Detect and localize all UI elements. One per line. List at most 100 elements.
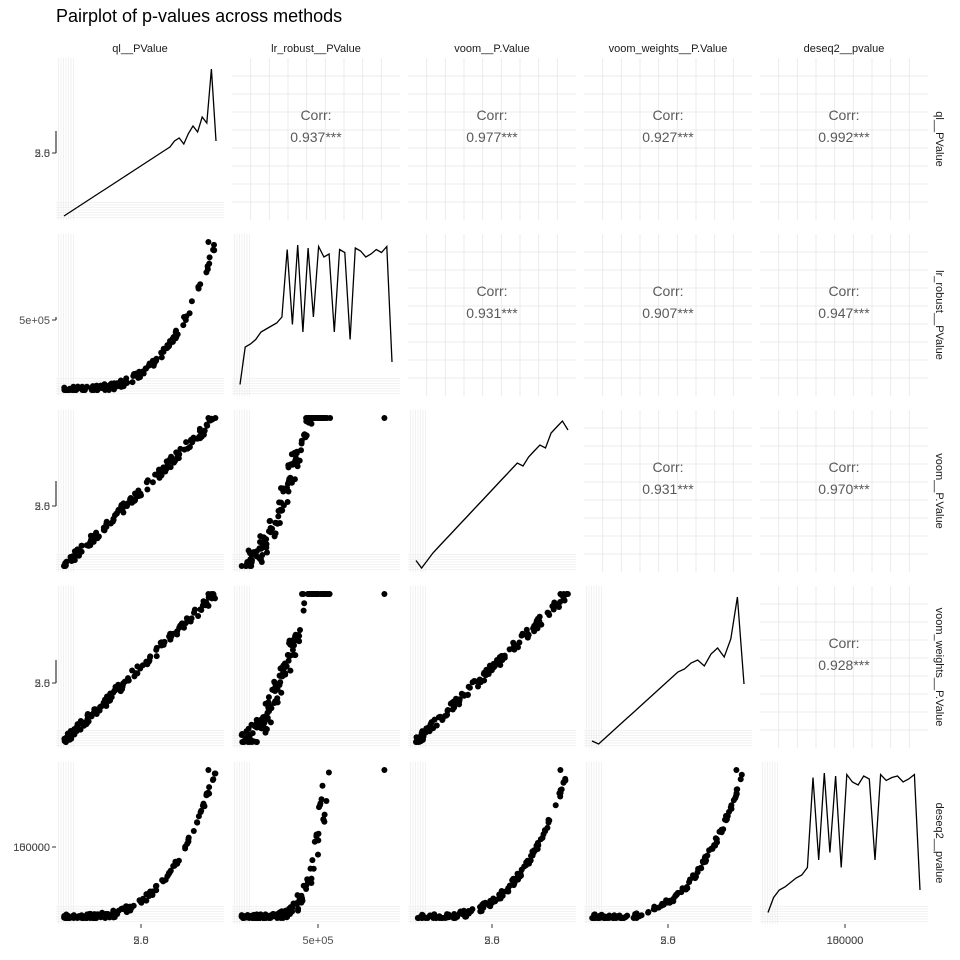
scatter-point [259,544,266,551]
scatter-point [109,518,116,525]
scatter-point [246,563,253,569]
scatter-point [284,910,291,917]
corr-label: Corr: [476,283,507,299]
scatter-point [528,852,534,859]
scatter-point [610,915,617,921]
scatter-point [271,678,278,685]
scatter-point [327,415,334,421]
scatter-point [259,538,266,545]
scatter-point [198,607,205,613]
scatter-point [552,802,559,809]
scatter-point [248,552,255,559]
scatter-point [603,913,610,920]
scatter-point [326,591,333,597]
scatter-point [158,354,165,361]
scatter-point [90,538,97,545]
scatter-point [304,876,311,883]
scatter-point [293,455,299,462]
panel-bg [56,762,224,924]
scatter-point [292,652,299,659]
scatter-point [144,486,151,493]
scatter-point [265,699,272,706]
scatter-point [121,678,128,685]
scatter-point [275,513,282,520]
scatter-point [321,415,328,421]
scatter-point [153,887,160,894]
corr-value: 0.937*** [290,129,342,145]
scatter-point [315,851,321,858]
scatter-point [123,380,130,386]
scatter-point [83,718,90,725]
y-tick-label: 2.5 [35,678,50,690]
panel-bg [408,410,576,572]
scatter-point [319,782,326,789]
scatter-point [87,910,94,917]
density-curve [415,419,569,570]
scatter-point [113,510,120,517]
scatter-point [449,706,456,713]
scatter-point [300,882,307,889]
scatter-point [280,666,287,673]
scatter-point [98,385,105,391]
scatter-point [480,904,487,911]
scatter-point [381,767,388,773]
scatter-point [206,784,213,791]
scatter-point [562,775,569,782]
corr-label: Corr: [652,459,683,475]
scatter-point [501,652,508,659]
scatter-point [177,622,184,629]
scatter-point [303,415,310,421]
scatter-point [274,520,281,527]
strip-label-top: deseq2__pvalue [804,43,885,55]
scatter-point [511,879,518,886]
scatter-point [70,912,77,919]
scatter-point [726,808,732,815]
scatter-point [525,858,532,865]
scatter-point [309,591,316,597]
scatter-point [182,845,189,852]
scatter-point [200,800,207,807]
scatter-point [516,639,523,646]
scatter-point [519,630,526,637]
scatter-point [491,897,498,904]
scatter-point [167,464,174,471]
strip-label-right: voom__P.Value [933,453,945,528]
scatter-point [120,500,127,507]
scatter-point [210,246,217,253]
y-tick-label: 2.5 [35,148,50,160]
scatter-point [239,731,246,737]
corr-value: 0.970*** [818,481,870,497]
scatter-point [645,909,652,915]
scatter-point [278,499,285,506]
scatter-point [104,911,111,917]
scatter-point [556,790,563,797]
strip-label-right: deseq2__pvalue [933,803,945,884]
scatter-point [153,653,160,660]
scatter-point [413,739,419,745]
corr-value: 0.947*** [818,305,870,321]
scatter-point [132,670,139,677]
scatter-point [254,915,261,921]
scatter-point [135,487,142,494]
scatter-point [161,638,168,645]
scatter-point [129,379,136,386]
corr-label: Corr: [828,107,859,123]
corr-value: 0.927*** [642,129,694,145]
scatter-point [182,317,189,323]
scatter-point [557,591,564,597]
scatter-point [287,477,294,484]
scatter-point [437,713,444,720]
scatter-point [487,897,494,904]
panel-bg [56,58,224,220]
scatter-point [518,866,525,873]
scatter-point [61,563,67,569]
scatter-point [709,845,716,852]
scatter-point [381,591,388,597]
corr-label: Corr: [828,635,859,651]
scatter-point [152,471,159,478]
scatter-point [77,720,84,727]
scatter-point [315,837,322,844]
density-curve [239,244,393,385]
scatter-point [298,447,304,454]
panel-bg [584,410,752,572]
